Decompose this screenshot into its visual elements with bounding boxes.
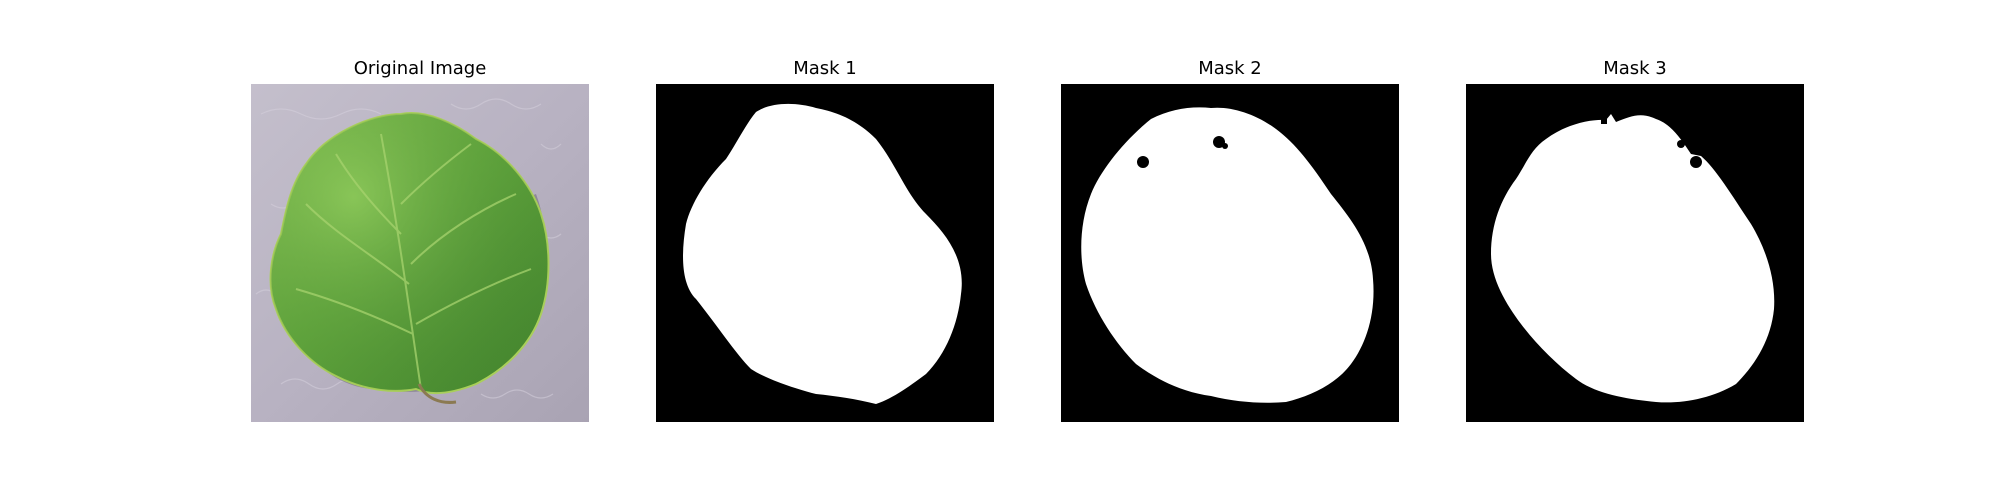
panel-title: Mask 2 bbox=[1198, 58, 1262, 79]
mask-1-image bbox=[656, 84, 994, 422]
panel-title: Original Image bbox=[353, 58, 487, 79]
panel-title: Mask 1 bbox=[793, 58, 857, 79]
original-leaf-photo bbox=[251, 84, 589, 422]
panel-mask-1: Mask 1 bbox=[656, 0, 994, 500]
panel-mask-3: Mask 3 bbox=[1466, 0, 1804, 500]
mask-2-image bbox=[1061, 84, 1399, 422]
panel-title: Mask 3 bbox=[1603, 58, 1667, 79]
mask-3-image bbox=[1466, 84, 1804, 422]
panel-mask-2: Mask 2 bbox=[1061, 0, 1399, 500]
panel-original-image: Original Image bbox=[251, 0, 589, 500]
